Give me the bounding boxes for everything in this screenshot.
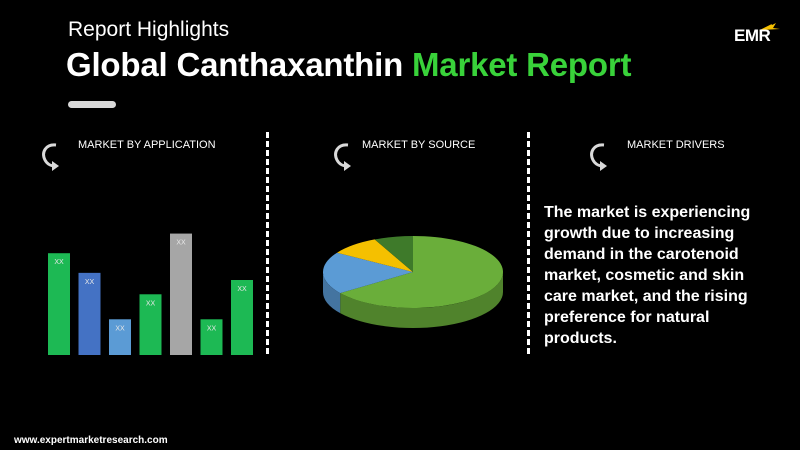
curl-arrow-icon [590,143,607,171]
pie-slice-side [340,272,503,328]
logo-text: EMR [734,26,771,45]
application-section-title: MARKET BY APPLICATION [78,139,216,151]
section-divider [527,132,530,354]
bar [170,233,192,355]
title-white-part: Global Canthaxanthin [66,46,404,83]
bar-data-label: XX [146,300,156,307]
bar-data-label: XX [237,286,247,293]
report-title: Global Canthaxanthin Market Report [66,46,631,84]
section-divider [266,132,269,354]
logo-arrow-icon [759,23,780,32]
bar-data-label: XX [85,279,95,286]
title-underline-bar [68,101,116,108]
bar-data-label: XX [115,325,125,332]
drivers-section-title: MARKET DRIVERS [627,139,725,151]
curl-arrow-icon [334,143,351,171]
drivers-description: The market is experiencing growth due to… [544,204,751,347]
application-bar-chart: XX XX XX XX XX XX XX [48,233,253,355]
source-pie-chart [323,236,503,328]
bar [200,319,223,355]
bar-data-label: XX [207,325,217,332]
bar [78,272,101,355]
bar-data-label: XX [54,259,64,266]
bar [48,253,70,355]
report-subtitle: Report Highlights [68,18,230,41]
pie-slice-side [323,272,341,314]
pie-slice [374,236,413,272]
source-section-title: MARKET BY SOURCE [362,139,476,151]
bar [109,319,131,355]
bar [231,280,253,355]
footer-url: www.expertmarketresearch.com [14,435,168,446]
curl-arrow-icon [42,143,59,171]
emr-logo: EMR [732,20,784,50]
bar [139,294,162,355]
title-green-part: Market Report [412,46,632,83]
pie-slice [340,236,503,308]
pie-slice [323,252,413,294]
bar-data-label: XX [176,240,186,247]
pie-slice [337,239,413,272]
